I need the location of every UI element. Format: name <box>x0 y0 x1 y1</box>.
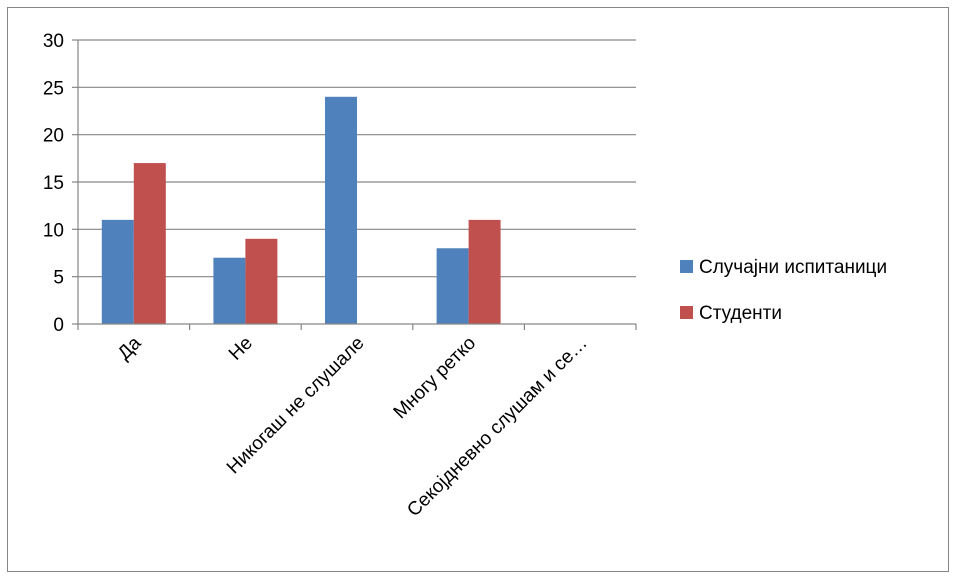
x-tick-label: Да <box>114 332 146 364</box>
legend-swatch-2 <box>680 306 693 319</box>
bar-1-1 <box>213 257 246 324</box>
gridlines <box>78 39 636 278</box>
y-tick-label: 5 <box>53 268 64 289</box>
bar-2-0 <box>133 163 166 324</box>
bar-1-0 <box>101 219 134 324</box>
bar-1-2 <box>325 96 357 324</box>
y-tick-label: 0 <box>53 315 64 336</box>
y-tick-label: 10 <box>43 220 64 241</box>
y-tick-label: 15 <box>43 173 64 194</box>
legend-label-1: Случајни испитаници <box>699 257 887 278</box>
x-tick-label: Не <box>225 333 257 365</box>
y-tick-label: 20 <box>43 126 64 147</box>
legend-swatch-1 <box>680 260 693 273</box>
y-tick-label: 30 <box>43 31 64 52</box>
bars <box>101 96 501 324</box>
legend-label-2: Студенти <box>699 303 782 324</box>
legend: Случајни испитаници Студенти <box>680 257 887 324</box>
x-tick-label: Многу ретко <box>390 333 480 423</box>
bar-2-1 <box>245 238 278 324</box>
bar-1-3 <box>436 248 469 324</box>
bar-2-3 <box>468 219 501 324</box>
y-tick-label: 25 <box>43 78 64 99</box>
x-tick-label: Секојдневно слушам и се… <box>403 333 591 521</box>
axes <box>72 39 637 330</box>
y-tick-labels: 0 5 10 15 20 25 30 <box>43 31 64 336</box>
